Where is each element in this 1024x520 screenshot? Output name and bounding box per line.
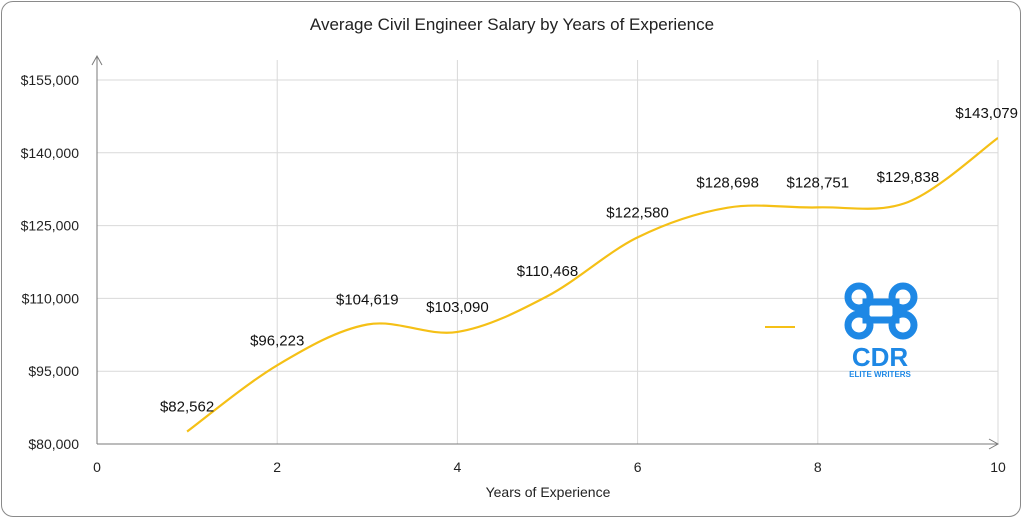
data-label: $143,079	[955, 105, 1018, 122]
y-tick-label: $140,000	[21, 145, 80, 161]
data-label: $128,751	[787, 174, 850, 191]
y-tick-label: $110,000	[22, 290, 80, 306]
y-axis-arrow	[91, 54, 103, 66]
y-tick-label: $95,000	[28, 363, 79, 379]
logo-subtext: ELITE WRITERS	[849, 370, 911, 379]
logo: CDR ELITE WRITERS	[844, 282, 918, 379]
data-label: $96,223	[250, 332, 304, 349]
axes	[91, 54, 1000, 450]
chart-title: Average Civil Engineer Salary by Years o…	[310, 15, 714, 34]
data-label: $82,562	[160, 399, 214, 416]
x-axis-arrow	[988, 438, 1000, 450]
data-labels: $82,562 $96,223 $104,619 $103,090 $110,468 $1…	[160, 105, 1018, 416]
y-tick-label: $80,000	[28, 436, 79, 452]
gridlines	[97, 60, 999, 444]
series-line	[186, 136, 998, 433]
y-tick-label: $125,000	[21, 218, 80, 234]
x-axis-label: Years of Experience	[486, 484, 611, 500]
x-tick-label: 0	[93, 459, 101, 475]
logo-text: CDR	[852, 342, 909, 372]
y-tick-labels: $80,000 $95,000 $110,000 $125,000 $140,000 $1…	[21, 72, 80, 452]
x-tick-label: 10	[990, 459, 1006, 475]
series-path	[186, 136, 998, 433]
command-key-icon	[844, 282, 918, 340]
x-tick-label: 6	[634, 459, 642, 475]
x-tick-label: 2	[273, 459, 281, 475]
x-tick-label: 8	[814, 459, 822, 475]
x-tick-labels: 0 2 4 6 8 10	[93, 459, 1006, 475]
data-label: $122,580	[606, 204, 669, 221]
data-label: $129,838	[877, 169, 940, 186]
data-label: $110,468	[517, 263, 578, 280]
y-tick-label: $155,000	[21, 72, 80, 88]
data-label: $128,698	[696, 175, 759, 192]
x-tick-label: 4	[454, 459, 462, 475]
data-label: $103,090	[426, 299, 489, 316]
data-label: $104,619	[336, 292, 399, 309]
